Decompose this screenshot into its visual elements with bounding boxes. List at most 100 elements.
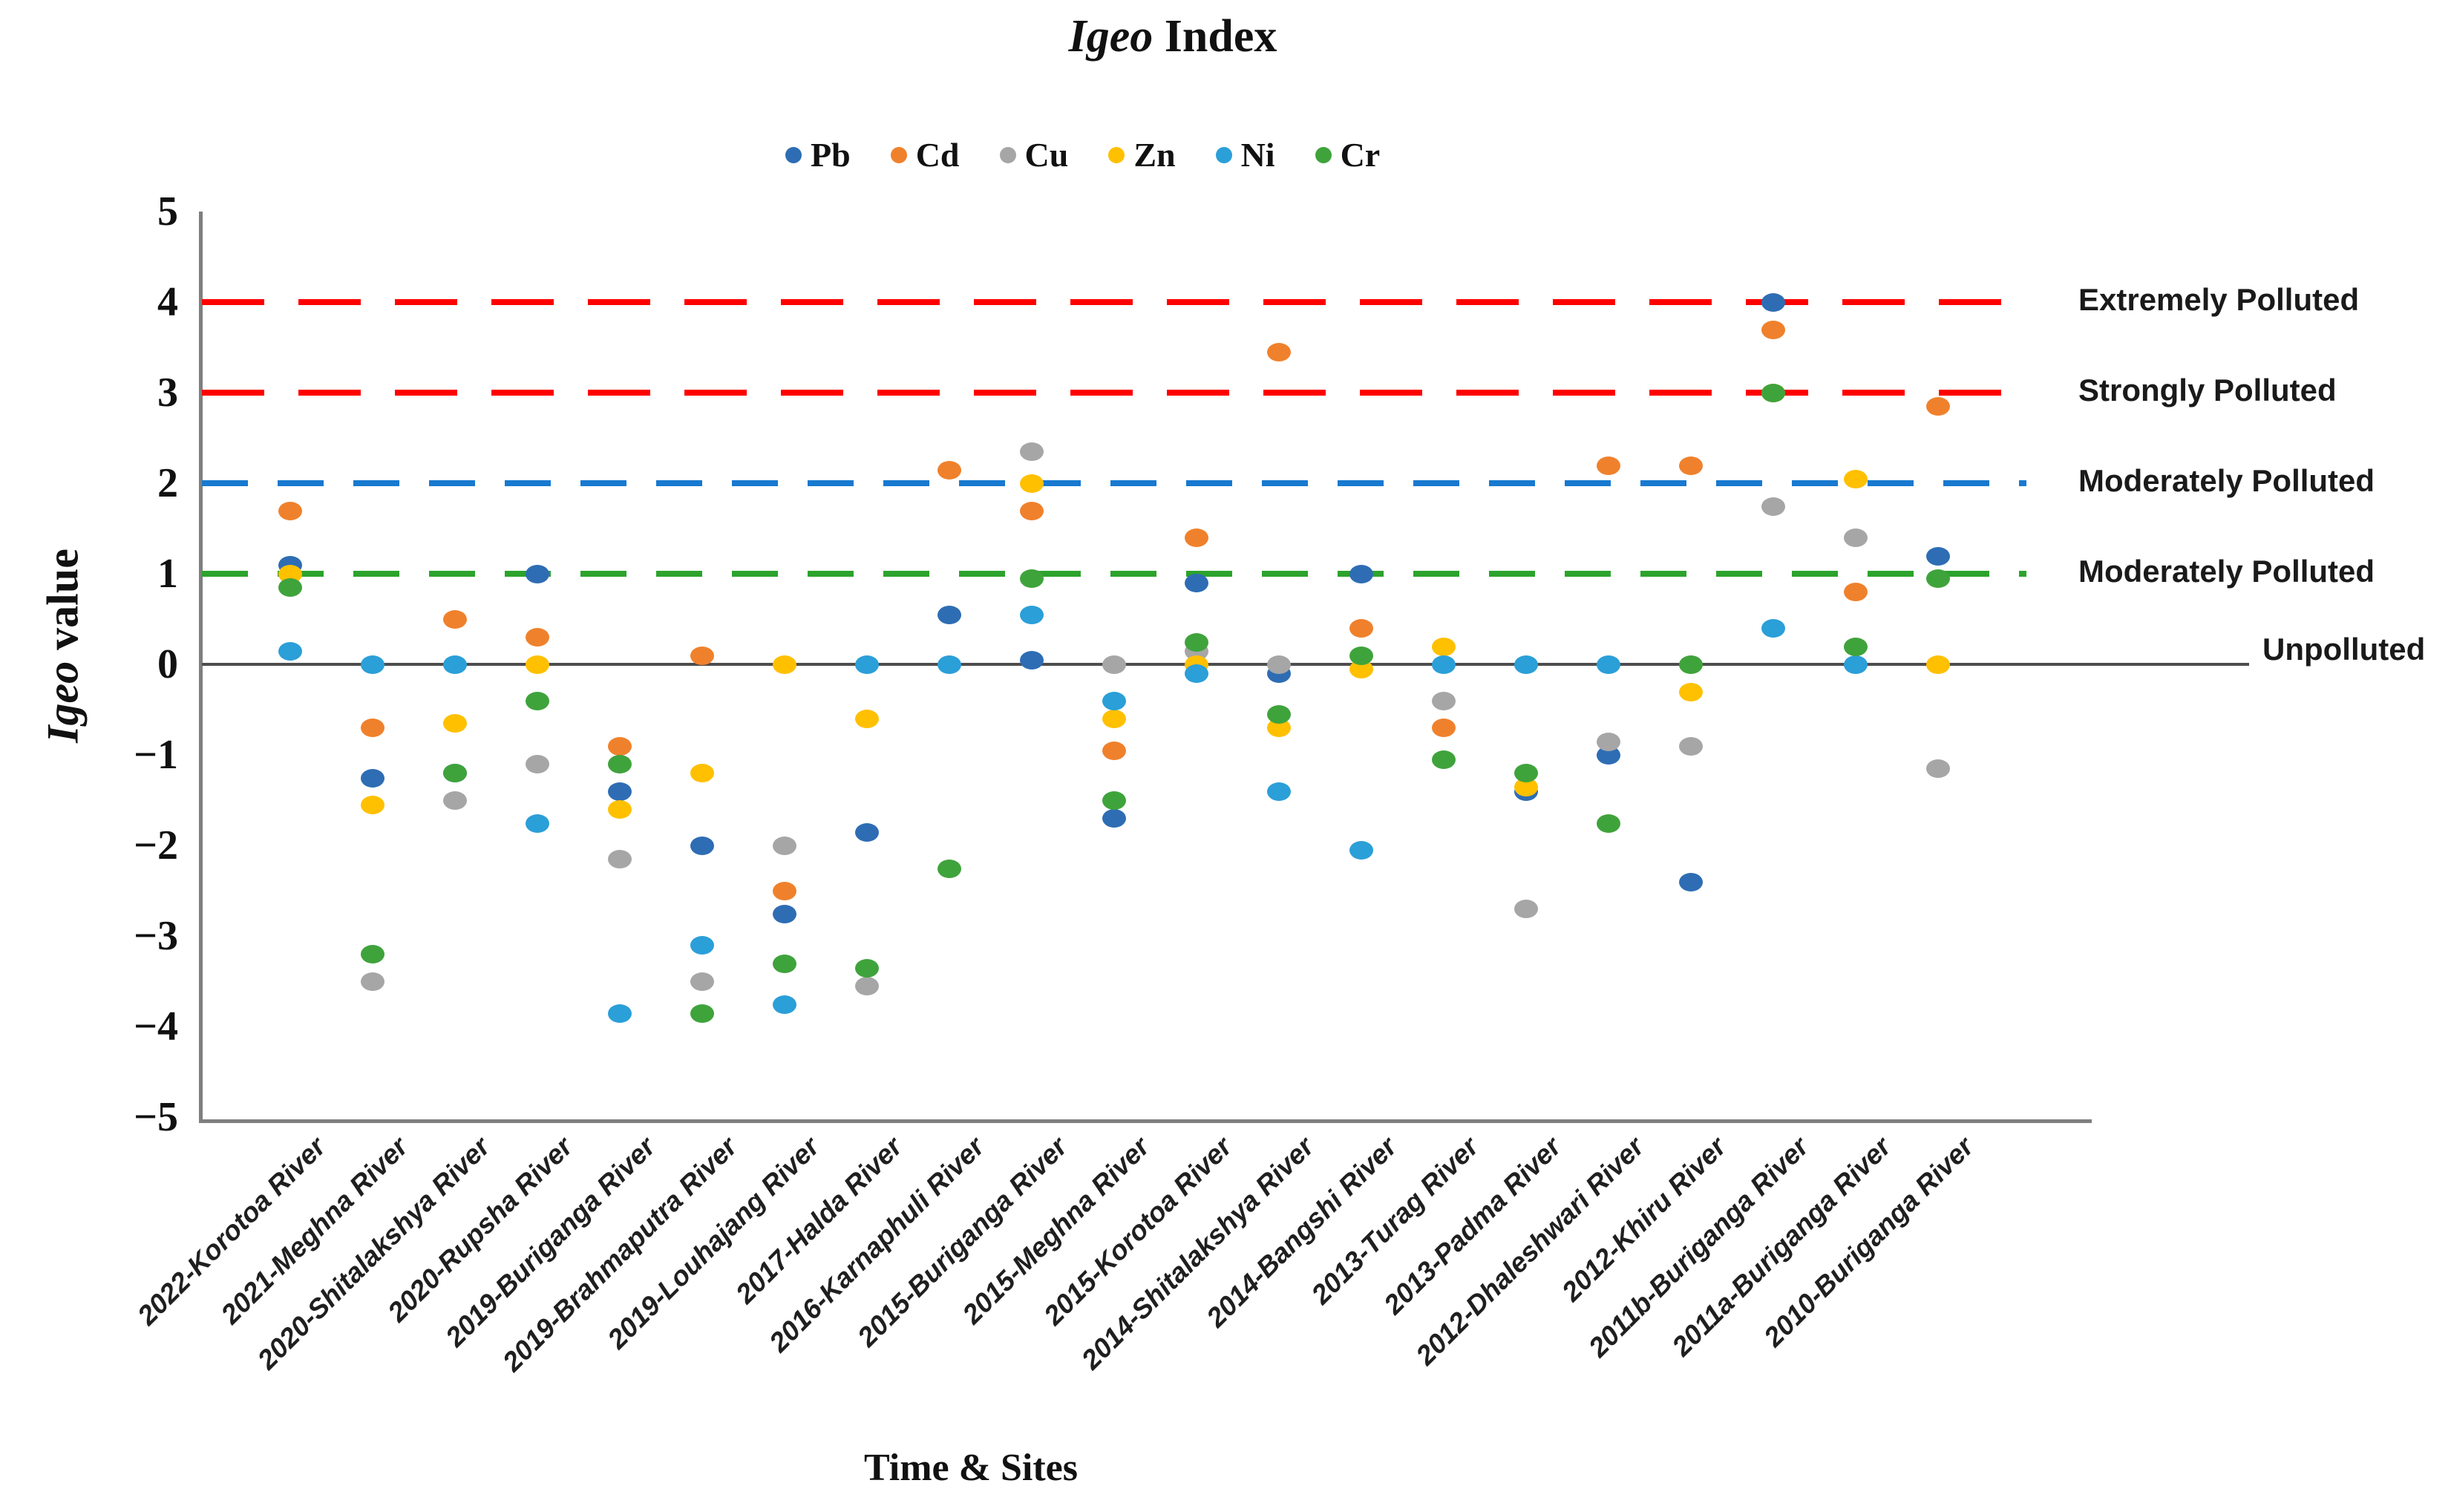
- data-point-cr: [1926, 569, 1950, 589]
- data-point-pb: [773, 904, 796, 923]
- y-tick--1: −1: [134, 732, 178, 778]
- data-point-cr: [608, 755, 632, 774]
- data-point-cd: [1020, 501, 1044, 520]
- data-point-zn: [773, 655, 796, 674]
- data-point-cu: [773, 837, 796, 855]
- data-point-pb: [1926, 546, 1950, 566]
- data-point-cr: [690, 1004, 714, 1023]
- data-point-cu: [690, 972, 714, 991]
- data-point-cd: [1349, 619, 1373, 638]
- data-point-ni: [1844, 655, 1868, 674]
- data-point-cd: [278, 501, 302, 520]
- data-point-ni: [1102, 691, 1126, 710]
- data-point-cd: [1679, 456, 1703, 475]
- data-point-cd: [773, 882, 796, 900]
- legend-item-cu: Cu: [999, 136, 1069, 174]
- y-tick--4: −4: [134, 1004, 178, 1050]
- data-point-ni: [773, 995, 796, 1014]
- data-point-ni: [278, 641, 302, 661]
- legend-dot-pb-icon: [785, 147, 802, 163]
- legend-item-pb: Pb: [785, 138, 851, 172]
- data-point-ni: [1349, 841, 1373, 860]
- data-point-pb: [1761, 293, 1785, 312]
- y-tick--3: −3: [134, 913, 178, 959]
- data-point-pb: [361, 768, 384, 788]
- data-point-cu: [1679, 736, 1703, 756]
- data-point-cr: [278, 578, 302, 598]
- data-point-ni: [443, 655, 467, 674]
- annotation-moderately-polluted: Moderately Polluted: [2078, 554, 2375, 589]
- data-point-pb: [690, 837, 714, 855]
- data-point-cd: [690, 646, 714, 665]
- y-tick-0: 0: [157, 641, 178, 687]
- data-point-ni: [1185, 664, 1208, 684]
- data-point-cr: [1432, 750, 1456, 770]
- data-point-cu: [1020, 442, 1044, 462]
- x-axis-title: Time & Sites: [864, 1447, 1078, 1489]
- data-point-cd: [1267, 343, 1291, 362]
- y-tick--5: −5: [134, 1094, 178, 1140]
- data-point-cr: [1020, 569, 1044, 589]
- data-point-zn: [855, 710, 879, 729]
- legend-dot-ni-icon: [1215, 147, 1232, 163]
- data-point-cr: [1102, 791, 1126, 810]
- data-point-cr: [361, 945, 384, 964]
- x-axis-line: [199, 1119, 2092, 1123]
- legend-item-ni: Ni: [1215, 136, 1275, 174]
- data-point-cr: [937, 859, 961, 878]
- data-point-cu: [1844, 528, 1868, 548]
- annotation-strongly-polluted: Strongly Polluted: [2078, 373, 2337, 408]
- data-point-zn: [1102, 710, 1126, 729]
- legend-label-zn: Zn: [1133, 136, 1176, 174]
- legend-label-cu: Cu: [1024, 136, 1069, 174]
- data-point-zn: [1926, 655, 1950, 674]
- data-point-zn: [1844, 469, 1868, 488]
- data-point-cr: [1185, 632, 1208, 652]
- data-point-ni: [937, 655, 961, 674]
- reference-line-1: [202, 571, 2026, 577]
- data-point-cd: [1844, 583, 1868, 602]
- data-point-cd: [1432, 719, 1456, 738]
- data-point-pb: [1679, 872, 1703, 891]
- data-point-cr: [855, 958, 879, 978]
- data-point-cu: [361, 972, 384, 991]
- data-point-cd: [1926, 397, 1950, 416]
- data-point-cd: [1102, 741, 1126, 760]
- data-point-cr: [1844, 637, 1868, 656]
- legend-dot-zn-icon: [1108, 147, 1125, 163]
- data-point-ni: [1597, 655, 1620, 674]
- data-point-cu: [1761, 497, 1785, 516]
- legend-item-zn: Zn: [1108, 136, 1176, 174]
- y-tick-3: 3: [157, 370, 178, 416]
- data-point-cu: [1597, 732, 1620, 751]
- y-tick-4: 4: [157, 279, 178, 325]
- data-point-zn: [690, 764, 714, 783]
- data-point-pb: [608, 782, 632, 801]
- data-point-cr: [1761, 384, 1785, 402]
- y-tick-2: 2: [157, 460, 178, 506]
- data-point-zn: [443, 714, 467, 733]
- data-point-cr: [526, 691, 549, 710]
- data-point-pb: [1349, 565, 1373, 583]
- legend-item-cd: Cd: [890, 138, 960, 172]
- data-point-zn: [1432, 637, 1456, 656]
- data-point-ni: [1267, 782, 1291, 801]
- data-point-pb: [1185, 574, 1208, 593]
- annotation-unpolluted: Unpolluted: [2262, 632, 2426, 667]
- y-tick--2: −2: [134, 822, 178, 868]
- data-point-cr: [1514, 764, 1538, 783]
- data-point-pb: [1102, 809, 1126, 828]
- y-tick-5: 5: [157, 189, 178, 235]
- data-point-cd: [526, 628, 549, 647]
- data-point-cu: [1926, 759, 1950, 779]
- data-point-cu: [855, 977, 879, 996]
- zero-line: [202, 663, 2249, 666]
- data-point-ni: [608, 1004, 632, 1023]
- data-point-pb: [937, 605, 961, 624]
- data-point-ni: [1761, 619, 1785, 638]
- data-point-ni: [1432, 655, 1456, 674]
- legend-label-ni: Ni: [1240, 136, 1275, 174]
- data-point-cr: [1597, 814, 1620, 833]
- data-point-cr: [1679, 655, 1703, 674]
